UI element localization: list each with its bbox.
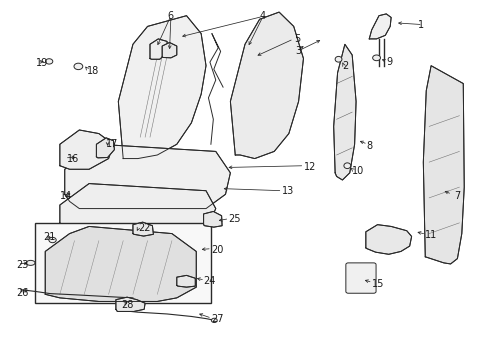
- Ellipse shape: [211, 318, 217, 323]
- Polygon shape: [366, 225, 412, 254]
- Text: 15: 15: [372, 279, 384, 289]
- Polygon shape: [177, 275, 196, 287]
- Polygon shape: [65, 144, 230, 208]
- Polygon shape: [230, 12, 303, 158]
- Ellipse shape: [49, 237, 56, 243]
- Text: 3: 3: [295, 46, 301, 57]
- Text: 10: 10: [352, 166, 365, 176]
- Ellipse shape: [74, 63, 83, 69]
- Ellipse shape: [344, 163, 351, 168]
- Text: 25: 25: [228, 214, 241, 224]
- Ellipse shape: [335, 57, 342, 62]
- Ellipse shape: [373, 55, 380, 61]
- Text: 13: 13: [282, 186, 294, 197]
- Ellipse shape: [26, 260, 35, 265]
- Text: 21: 21: [43, 232, 55, 242]
- Text: 5: 5: [294, 34, 300, 44]
- Polygon shape: [97, 138, 115, 158]
- Text: 23: 23: [16, 260, 28, 270]
- Polygon shape: [116, 297, 145, 311]
- Polygon shape: [133, 222, 153, 236]
- Text: 20: 20: [211, 245, 223, 255]
- Polygon shape: [334, 44, 356, 180]
- FancyBboxPatch shape: [346, 263, 376, 293]
- Text: 8: 8: [367, 141, 373, 151]
- Polygon shape: [369, 14, 391, 39]
- Text: 11: 11: [425, 230, 438, 240]
- Text: 18: 18: [87, 66, 99, 76]
- Text: 14: 14: [60, 191, 72, 201]
- Polygon shape: [60, 184, 216, 241]
- Text: 2: 2: [343, 61, 349, 71]
- Text: 16: 16: [67, 154, 79, 163]
- Text: 19: 19: [35, 58, 48, 68]
- Text: 26: 26: [16, 288, 28, 297]
- Polygon shape: [60, 130, 114, 169]
- Polygon shape: [45, 226, 196, 301]
- Bar: [35, 223, 211, 303]
- Text: 4: 4: [260, 11, 266, 21]
- Text: 12: 12: [303, 162, 316, 172]
- Text: 27: 27: [211, 314, 223, 324]
- Polygon shape: [150, 39, 168, 59]
- Ellipse shape: [46, 59, 53, 64]
- Polygon shape: [118, 16, 206, 158]
- Text: 17: 17: [106, 139, 119, 149]
- Text: 24: 24: [203, 276, 216, 286]
- Polygon shape: [423, 66, 464, 264]
- Text: 28: 28: [121, 300, 133, 310]
- Text: 1: 1: [418, 19, 424, 30]
- Polygon shape: [203, 211, 222, 227]
- Text: 9: 9: [386, 57, 392, 67]
- Text: 7: 7: [455, 191, 461, 201]
- Text: 22: 22: [138, 223, 150, 233]
- Text: 6: 6: [167, 11, 173, 21]
- Polygon shape: [162, 42, 177, 58]
